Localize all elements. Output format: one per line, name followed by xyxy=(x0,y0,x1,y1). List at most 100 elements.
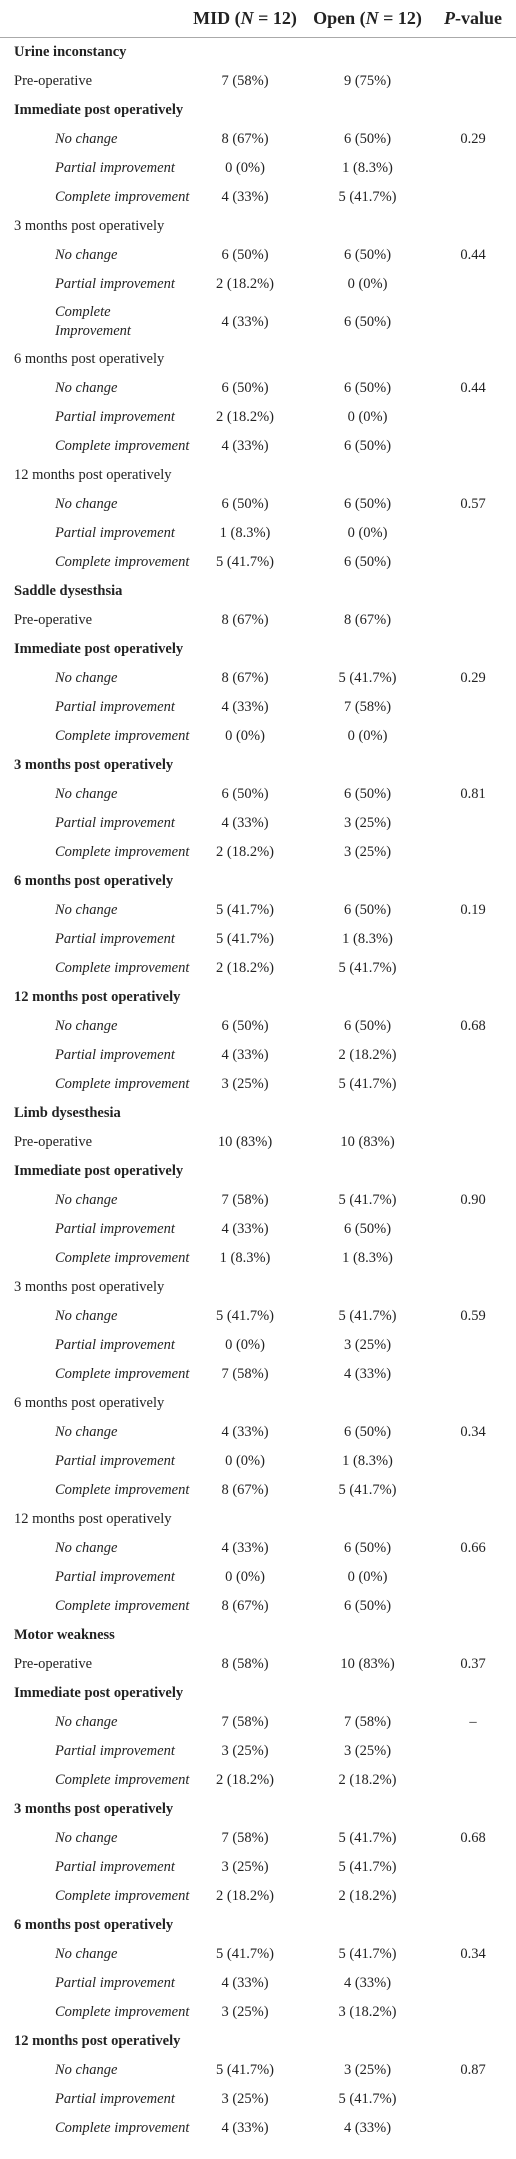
cell-p xyxy=(430,2114,516,2143)
table-row: Complete improvement 2 (18.2%) 2 (18.2%) xyxy=(0,1766,516,1795)
cell-open: 6 (50%) xyxy=(343,1540,392,1556)
row-label: 12 months post operatively xyxy=(0,1505,185,1534)
cell-open: 2 (18.2%) xyxy=(338,1047,397,1063)
table-row: Pre-operative 7 (58%) 9 (75%) xyxy=(0,67,516,96)
cell-p: 0.29 xyxy=(460,670,486,686)
cell-mid: 7 (58%) xyxy=(221,1714,269,1730)
row-label: Complete improvement xyxy=(0,1360,189,1389)
table-row: Pre-operative 8 (58%) 10 (83%) 0.37 xyxy=(0,1650,516,1679)
cell-p xyxy=(430,693,516,722)
table-row: No change 6 (50%) 6 (50%) 0.44 xyxy=(0,241,516,270)
label-text: No change xyxy=(55,131,118,147)
cell-p xyxy=(430,1070,516,1099)
label-text: Partial improvement xyxy=(55,1047,175,1063)
cell-open xyxy=(305,1621,430,1650)
row-label: No change xyxy=(0,1012,185,1041)
cell-open: 7 (58%) xyxy=(343,1714,392,1730)
row-label: 12 months post operatively xyxy=(0,2027,185,2056)
row-label: No change xyxy=(0,2056,185,2085)
cell-open xyxy=(305,1157,430,1186)
label-text: Partial improvement xyxy=(55,699,175,715)
label-text: Complete improvement xyxy=(55,1888,190,1904)
row-label: Partial improvement xyxy=(0,1737,185,1766)
cell-mid xyxy=(185,1911,305,1940)
cell-mid xyxy=(185,38,305,68)
cell-mid: 6 (50%) xyxy=(221,496,269,512)
row-label: Complete improvement xyxy=(0,1592,189,1621)
cell-open xyxy=(305,867,430,896)
label-text: Complete improvement xyxy=(55,1250,190,1266)
cell-open xyxy=(305,751,430,780)
cell-mid: 0 (0%) xyxy=(225,1337,265,1353)
table-row: Urine inconstancy xyxy=(0,38,516,68)
cell-open: 5 (41.7%) xyxy=(338,2091,397,2107)
row-label: Complete improvement xyxy=(0,1476,189,1505)
cell-open: 6 (50%) xyxy=(343,438,392,454)
cell-open: 5 (41.7%) xyxy=(338,1946,397,1962)
cell-mid: 8 (67%) xyxy=(221,131,269,147)
row-label: Complete improvement xyxy=(0,183,189,212)
cell-mid: 0 (0%) xyxy=(225,728,265,744)
label-text: No change xyxy=(55,670,118,686)
cell-p: 0.68 xyxy=(460,1018,486,1034)
label-text: 12 months post operatively xyxy=(14,2033,181,2049)
label-text: No change xyxy=(55,496,118,512)
label-text: Immediate post operatively xyxy=(14,1163,184,1179)
label-text: Complete improvement xyxy=(55,438,190,454)
label-text: Partial improvement xyxy=(55,1569,175,1585)
header-text: = 12) xyxy=(378,8,422,28)
label-text: Complete improvement xyxy=(55,1598,190,1614)
label-text: Complete improvement xyxy=(55,189,190,205)
row-label: No change xyxy=(0,1824,185,1853)
cell-open: 1 (8.3%) xyxy=(342,1250,393,1266)
header-text: -value xyxy=(455,8,502,28)
cell-mid: 3 (25%) xyxy=(221,1859,269,1875)
cell-p: 0.57 xyxy=(460,496,486,512)
cell-mid xyxy=(185,867,305,896)
cell-open: 6 (50%) xyxy=(343,247,392,263)
cell-open: 6 (50%) xyxy=(343,902,392,918)
cell-p xyxy=(430,1244,516,1273)
header-text: N xyxy=(240,8,254,28)
cell-p xyxy=(430,1795,516,1824)
row-label: No change xyxy=(0,1708,185,1737)
cell-p xyxy=(430,1389,516,1418)
cell-mid xyxy=(185,2027,305,2056)
cell-open xyxy=(305,1273,430,1302)
table-row: No change 6 (50%) 6 (50%) 0.68 xyxy=(0,1012,516,1041)
row-label: Complete Improvement xyxy=(0,299,185,345)
cell-open: 6 (50%) xyxy=(343,131,392,147)
cell-open: 3 (25%) xyxy=(343,815,392,831)
label-text: Complete improvement xyxy=(55,844,190,860)
cell-p xyxy=(430,1099,516,1128)
header-text: N xyxy=(365,8,379,28)
table-row: Complete improvement 2 (18.2%) 5 (41.7%) xyxy=(0,954,516,983)
cell-open xyxy=(305,1911,430,1940)
cell-mid: 1 (8.3%) xyxy=(219,525,271,541)
row-label: Motor weakness xyxy=(0,1621,185,1650)
row-label: Partial improvement xyxy=(0,154,185,183)
cell-mid: 8 (67%) xyxy=(221,1482,269,1498)
row-label: 3 months post operatively xyxy=(0,1795,185,1824)
label-text: Partial improvement xyxy=(55,525,175,541)
table-row: 6 months post operatively xyxy=(0,1389,516,1418)
row-label: 6 months post operatively xyxy=(0,345,185,374)
label-text: Partial improvement xyxy=(55,1221,175,1237)
cell-mid: 3 (25%) xyxy=(221,2004,269,2020)
table-row: Immediate post operatively xyxy=(0,1157,516,1186)
cell-mid: 5 (41.7%) xyxy=(216,902,274,918)
table-row: No change 6 (50%) 6 (50%) 0.44 xyxy=(0,374,516,403)
cell-mid xyxy=(185,1389,305,1418)
label-text: Motor weakness xyxy=(14,1627,115,1643)
cell-mid: 1 (8.3%) xyxy=(219,1250,271,1266)
row-label: Complete improvement xyxy=(0,722,189,751)
label-text: No change xyxy=(55,1540,118,1556)
row-label: No change xyxy=(0,896,185,925)
cell-open xyxy=(305,635,430,664)
row-label: 3 months post operatively xyxy=(0,1273,185,1302)
table-row: No change 5 (41.7%) 3 (25%) 0.87 xyxy=(0,2056,516,2085)
cell-p xyxy=(430,1476,516,1505)
cell-p xyxy=(430,1273,516,1302)
cell-p xyxy=(430,96,516,125)
cell-p: 0.66 xyxy=(460,1540,486,1556)
